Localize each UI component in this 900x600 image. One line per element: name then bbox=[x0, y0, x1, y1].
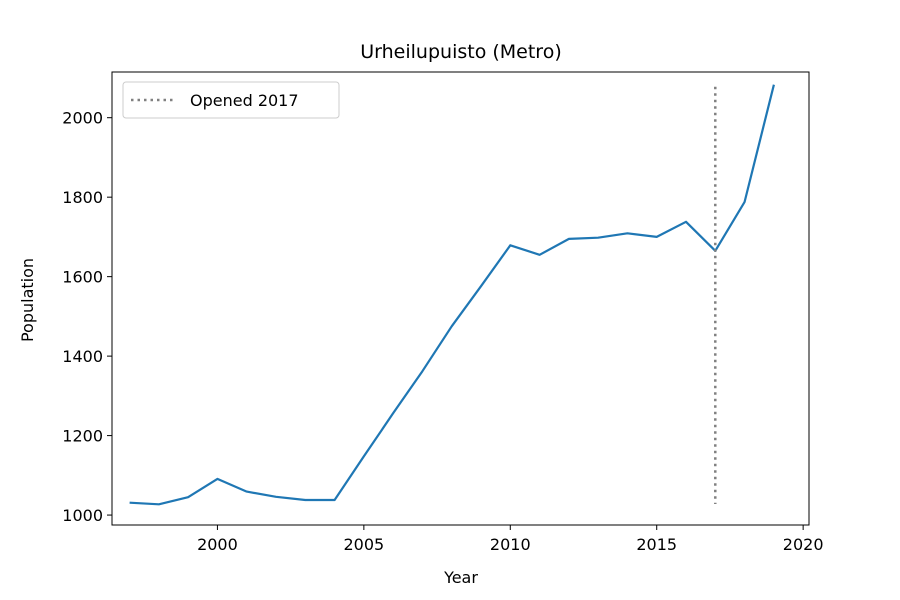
y-tick-label: 1400 bbox=[62, 347, 103, 366]
legend-box bbox=[122, 81, 340, 119]
plot-area bbox=[111, 71, 810, 526]
x-tick-label: 2000 bbox=[197, 535, 238, 554]
x-tick-label: 2020 bbox=[783, 535, 824, 554]
axes-frame bbox=[111, 71, 810, 526]
y-axis-label: Population bbox=[18, 258, 37, 342]
x-axis-label: Year bbox=[443, 568, 478, 587]
y-tick-label: 1600 bbox=[62, 268, 103, 287]
legend-label-vline: Opened 2017 bbox=[190, 91, 299, 110]
y-tick-label: 1800 bbox=[62, 188, 103, 207]
y-tick-label: 1200 bbox=[62, 427, 103, 446]
y-tick-label: 2000 bbox=[62, 109, 103, 128]
y-axis: 1000 1200 1400 1600 1800 2000 bbox=[62, 109, 112, 525]
x-tick-label: 2005 bbox=[343, 535, 384, 554]
x-axis: 2000 2005 2010 2015 2020 bbox=[197, 525, 824, 554]
legend: Opened 2017 bbox=[122, 81, 340, 119]
chart-title: Urheilupuisto (Metro) bbox=[360, 41, 562, 63]
y-tick-label: 1000 bbox=[62, 506, 103, 525]
x-tick-label: 2015 bbox=[636, 535, 677, 554]
x-tick-label: 2010 bbox=[490, 535, 531, 554]
